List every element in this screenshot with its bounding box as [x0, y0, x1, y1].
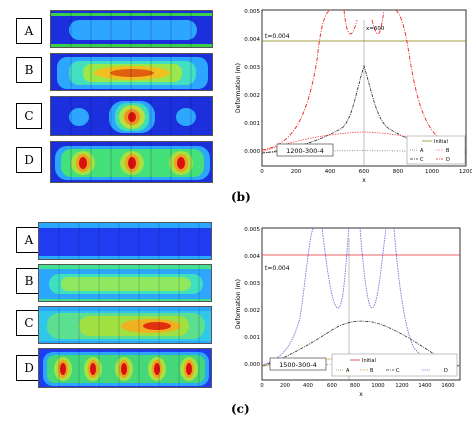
time-label: t=0.004 [265, 265, 290, 272]
legend-entry: A [346, 368, 350, 374]
panel-label-b-b: B [16, 57, 42, 83]
case-label-box [269, 357, 327, 371]
y-tick: 0.003 [244, 65, 260, 71]
x-tick: 400 [303, 383, 313, 389]
legend: Initial A B C D [406, 135, 466, 165]
legend-entry: B [370, 368, 374, 374]
series-d-line [261, 9, 467, 151]
marker-label: x=600 [366, 26, 385, 32]
series-d-line [261, 227, 461, 367]
x-tick: 200 [280, 383, 290, 389]
x-tick: 0 [260, 169, 264, 175]
x-tick-labels: 0 200 400 600 800 1000 1200 1400 1600 [260, 383, 454, 389]
contour-panel-b-d [50, 141, 213, 183]
legend-entry: A [420, 148, 424, 154]
x-tick: 1600 [441, 383, 454, 389]
contour-panel-b-c [50, 96, 213, 136]
case-label: 1200-300-4 [286, 147, 324, 155]
y-tick: 0.004 [244, 37, 260, 43]
x-tick: 1000 [371, 383, 384, 389]
legend-entry: D [444, 368, 448, 374]
x-tick: 1400 [418, 383, 431, 389]
deformation-chart-b: 0.005 0.004 0.003 0.002 0.001 0.000 0 20… [235, 9, 472, 184]
y-tick: 0.002 [244, 93, 260, 99]
contour-panel-c-d [38, 348, 212, 388]
contour-panel-c-a [38, 222, 212, 260]
contour-panel-b-b [50, 53, 213, 91]
deformation-chart-c: 0.005 0.004 0.003 0.002 0.001 0.000 0 20… [235, 227, 461, 398]
y-axis-label: Deformation (m) [235, 63, 242, 113]
x-tick: 600 [327, 383, 337, 389]
y-tick: 0.004 [244, 254, 260, 260]
y-tick-labels: 0.005 0.004 0.003 0.002 0.001 0.000 [244, 227, 260, 368]
figure-caption-b: (b) [231, 190, 251, 204]
x-tick: 600 [359, 169, 370, 175]
panel-label-b-d: D [16, 147, 42, 173]
contour-panel-c-c [38, 306, 212, 344]
y-tick: 0.003 [244, 281, 260, 287]
time-label: t=0.004 [265, 33, 290, 40]
legend-entry: D [446, 157, 450, 163]
y-tick: 0.001 [244, 335, 260, 341]
contour-panel-b-a [50, 10, 213, 48]
figure-caption-c: (c) [231, 402, 250, 416]
panel-label-b-a: A [16, 18, 42, 44]
x-tick: 0 [260, 383, 263, 389]
x-tick: 400 [325, 169, 336, 175]
x-axis-label: x [362, 177, 366, 184]
legend-entry: C [396, 368, 400, 374]
y-tick: 0.002 [244, 308, 260, 314]
contour-panel-c-b [38, 264, 212, 302]
x-tick: 1200 [395, 383, 408, 389]
legend-entry: Initial [362, 358, 376, 364]
x-axis-label: x [359, 391, 363, 398]
y-tick: 0.000 [244, 362, 260, 368]
y-tick: 0.005 [244, 227, 260, 233]
x-tick: 200 [291, 169, 302, 175]
x-tick: 800 [350, 383, 360, 389]
panel-label-c-b: B [16, 268, 42, 294]
legend-entry: B [446, 148, 450, 154]
y-tick: 0.005 [244, 9, 260, 15]
y-tick-labels: 0.005 0.004 0.003 0.002 0.001 0.000 [244, 9, 260, 155]
case-label: 1500-300-4 [279, 361, 317, 369]
x-tick-labels: 0 200 400 600 800 1000 1200 [260, 169, 472, 175]
panel-label-b-c: C [16, 103, 42, 129]
legend-entry: C [420, 157, 424, 163]
legend: Initial A B C D [331, 353, 458, 377]
x-tick: 1000 [425, 169, 439, 175]
y-axis-label: Deformation (m) [235, 279, 242, 329]
legend-entry: Initial [434, 139, 448, 145]
case-label-box [276, 143, 334, 157]
x-tick: 1200 [459, 169, 472, 175]
y-tick: 0.000 [244, 149, 260, 155]
y-tick: 0.001 [244, 121, 260, 127]
x-tick: 800 [393, 169, 404, 175]
